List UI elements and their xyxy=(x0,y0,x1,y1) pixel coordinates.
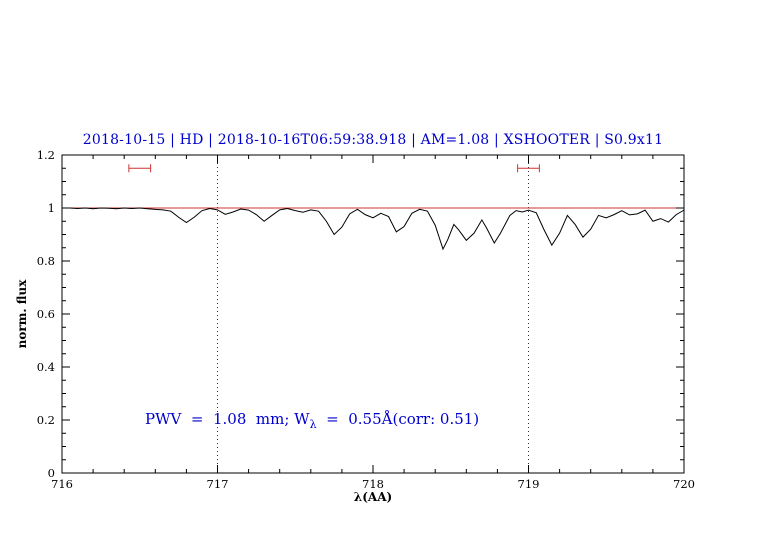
pwv-annotation: PWV = 1.08 mm; Wλ = 0.55Å(corr: 0.51) xyxy=(145,410,479,431)
y-tick-label: 0.4 xyxy=(37,360,55,374)
x-tick-label: 718 xyxy=(362,477,384,491)
y-tick-label: 0.8 xyxy=(37,254,55,268)
pwv-annotation-suffix: = 0.55Å(corr: 0.51) xyxy=(316,410,480,428)
y-axis-label: norm. flux xyxy=(15,279,29,349)
y-tick-label: 0.6 xyxy=(37,307,55,321)
y-tick-label: 1.2 xyxy=(37,148,55,162)
y-tick-label: 0 xyxy=(48,466,55,480)
x-axis-label: λ(AA) xyxy=(353,490,393,504)
x-tick-label: 717 xyxy=(207,477,229,491)
pwv-annotation-prefix: PWV = 1.08 mm; W xyxy=(145,410,310,428)
x-tick-label: 716 xyxy=(51,477,73,491)
pwv-annotation-subscript: λ xyxy=(309,418,317,431)
y-tick-label: 1 xyxy=(48,201,55,215)
spectrum-line xyxy=(62,207,685,251)
y-tick-label: 0.2 xyxy=(37,413,55,427)
x-tick-label: 720 xyxy=(673,477,695,491)
plot-title: 2018-10-15 | HD | 2018-10-16T06:59:38.91… xyxy=(82,132,664,148)
x-tick-label: 719 xyxy=(518,477,540,491)
